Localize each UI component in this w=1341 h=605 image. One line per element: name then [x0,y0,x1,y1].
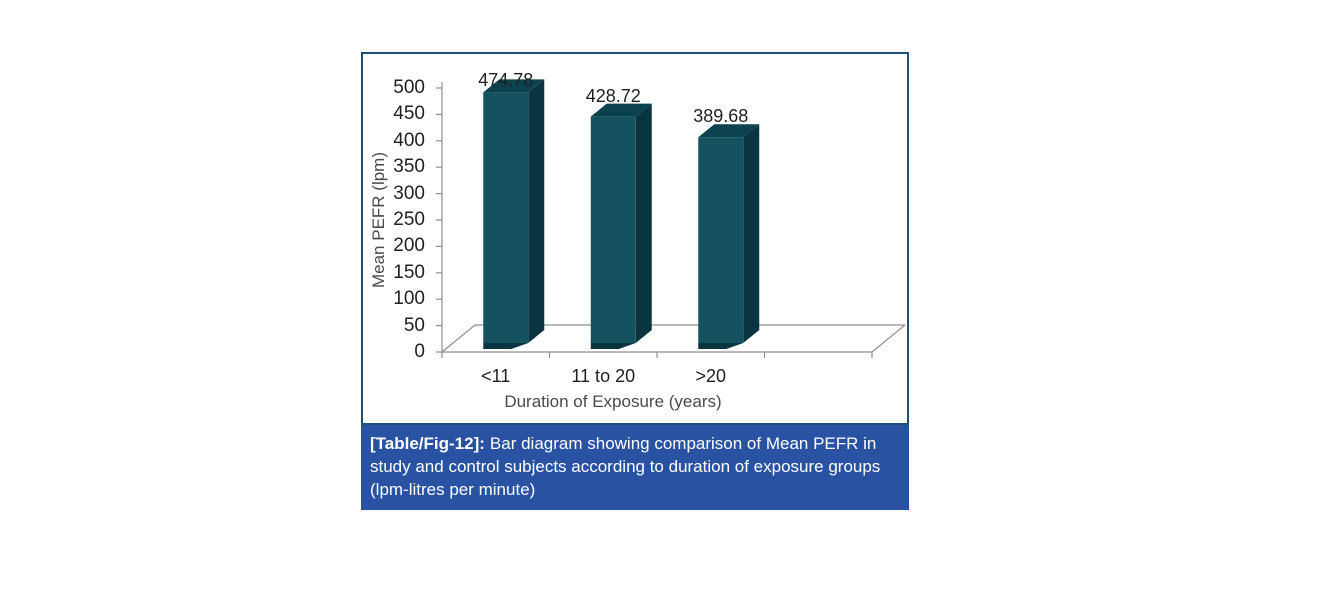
bar-value-label: 474.78 [478,70,534,90]
y-tick-label: 400 [393,129,425,151]
y-tick-label: 50 [403,314,425,336]
caption-label: [Table/Fig-12]: [370,434,485,453]
y-tick-label: 250 [393,209,425,230]
figure-caption: [Table/Fig-12]: Bar diagram showing compa… [361,425,909,510]
y-tick-label: 500 [393,77,425,98]
y-tick-label: 200 [393,235,425,257]
bar-front-face [590,116,636,344]
x-category-label: <11 [481,366,511,386]
bar-side-face [635,103,652,344]
x-category-label: >20 [695,366,727,386]
y-tick-label: 100 [393,288,425,310]
y-tick-label: 150 [393,261,425,283]
axes-and-floor [436,82,906,358]
x-axis-title: Duration of Exposure (years) [504,392,722,411]
bar-top-face [698,124,760,138]
bar-top-face [483,79,545,93]
bar-bottom-face [590,343,636,349]
bar-value-label: 389.68 [693,106,749,127]
bar-bottom-face [698,343,744,349]
bar-chart: Mean PEFR (lpm) Duration of Exposure (ye… [361,52,909,425]
chart-plot-area [436,79,906,358]
y-tick-label: 300 [393,182,425,204]
bar-side-face [743,124,760,343]
y-tick-label: 450 [393,103,425,125]
y-tick-label: 350 [393,156,425,178]
caption-text: Bar diagram showing comparison of Mean P… [370,434,881,499]
bar-top-face [590,103,652,117]
y-tick-label: 0 [414,341,425,362]
bar-bottom-face [483,343,529,349]
x-category-label: 11 to 20 [571,366,636,386]
bar-front-face [483,92,529,343]
bar-value-label: 428.72 [585,85,641,106]
figure-table-fig-12: Mean PEFR (lpm) Duration of Exposure (ye… [361,52,909,510]
bar-front-face [698,137,744,343]
bar-side-face [528,79,545,343]
